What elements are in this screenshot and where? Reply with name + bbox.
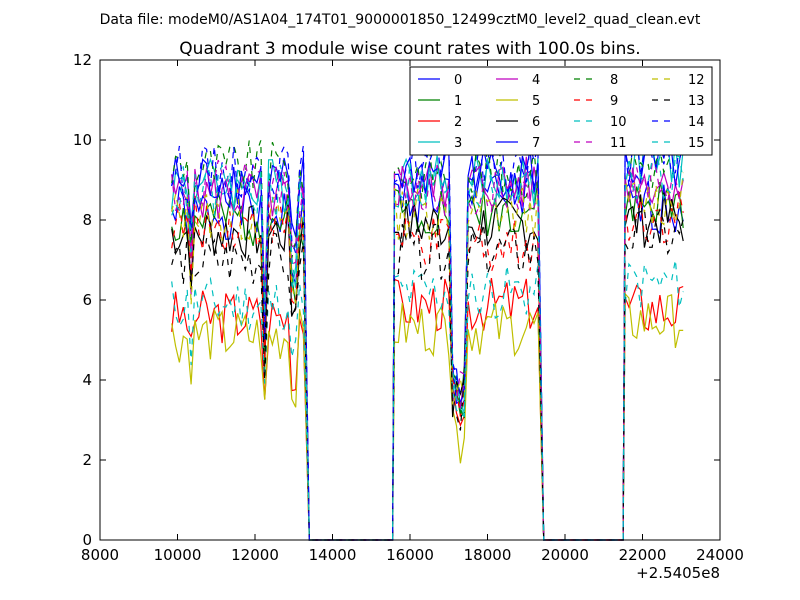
legend-label-9: 9 <box>610 94 618 109</box>
chart-title: Quadrant 3 module wise count rates with … <box>179 39 640 59</box>
y-tick-label: 12 <box>73 51 92 69</box>
legend-label-4: 4 <box>532 73 540 88</box>
series-line-6 <box>171 192 684 541</box>
y-tick-label: 4 <box>82 371 92 389</box>
suptitle: Data file: modeM0/AS1A04_174T01_90000018… <box>100 12 701 28</box>
legend-label-11: 11 <box>610 136 627 151</box>
legend-label-3: 3 <box>454 136 462 151</box>
x-tick-label: 24000 <box>696 546 744 564</box>
legend-label-14: 14 <box>688 115 705 130</box>
y-tick-label: 10 <box>73 131 92 149</box>
x-tick-label: 14000 <box>309 546 357 564</box>
series-line-2 <box>171 278 684 541</box>
x-tick-label: 12000 <box>231 546 279 564</box>
y-tick-label: 0 <box>82 531 92 549</box>
x-tick-label: 10000 <box>154 546 202 564</box>
x-tick-label: 22000 <box>619 546 667 564</box>
legend-label-13: 13 <box>688 94 705 109</box>
legend-label-8: 8 <box>610 73 618 88</box>
series-line-9 <box>171 191 684 541</box>
x-offset-label: +2.5405e8 <box>636 564 720 582</box>
legend-label-2: 2 <box>454 115 462 130</box>
legend-label-15: 15 <box>688 136 705 151</box>
x-tick-label: 16000 <box>386 546 434 564</box>
legend-label-0: 0 <box>454 73 462 88</box>
series-line-14 <box>171 131 684 541</box>
series-line-15 <box>171 150 684 541</box>
y-tick-label: 2 <box>82 451 92 469</box>
legend-label-12: 12 <box>688 73 705 88</box>
series-line-5 <box>171 292 684 541</box>
legend-label-6: 6 <box>532 115 540 130</box>
y-tick-label: 6 <box>82 291 92 309</box>
x-tick-label: 8000 <box>81 546 119 564</box>
series-line-13 <box>171 207 684 541</box>
series-line-11 <box>171 159 684 541</box>
x-tick-label: 20000 <box>541 546 589 564</box>
y-tick-label: 8 <box>82 211 92 229</box>
series-line-7 <box>171 138 684 541</box>
legend-label-7: 7 <box>532 136 540 151</box>
series-line-12 <box>171 172 684 541</box>
x-axis-ticks: 8000 10000 12000 14000 16000 18000 20000 22000 2… <box>81 60 744 564</box>
series-line-8 <box>171 140 684 541</box>
series-lines <box>171 131 684 541</box>
legend-label-1: 1 <box>454 94 462 109</box>
x-tick-label: 18000 <box>464 546 512 564</box>
legend-label-10: 10 <box>610 115 627 130</box>
legend-label-5: 5 <box>532 94 540 109</box>
series-line-1 <box>171 180 684 541</box>
legend-box <box>409 66 713 156</box>
